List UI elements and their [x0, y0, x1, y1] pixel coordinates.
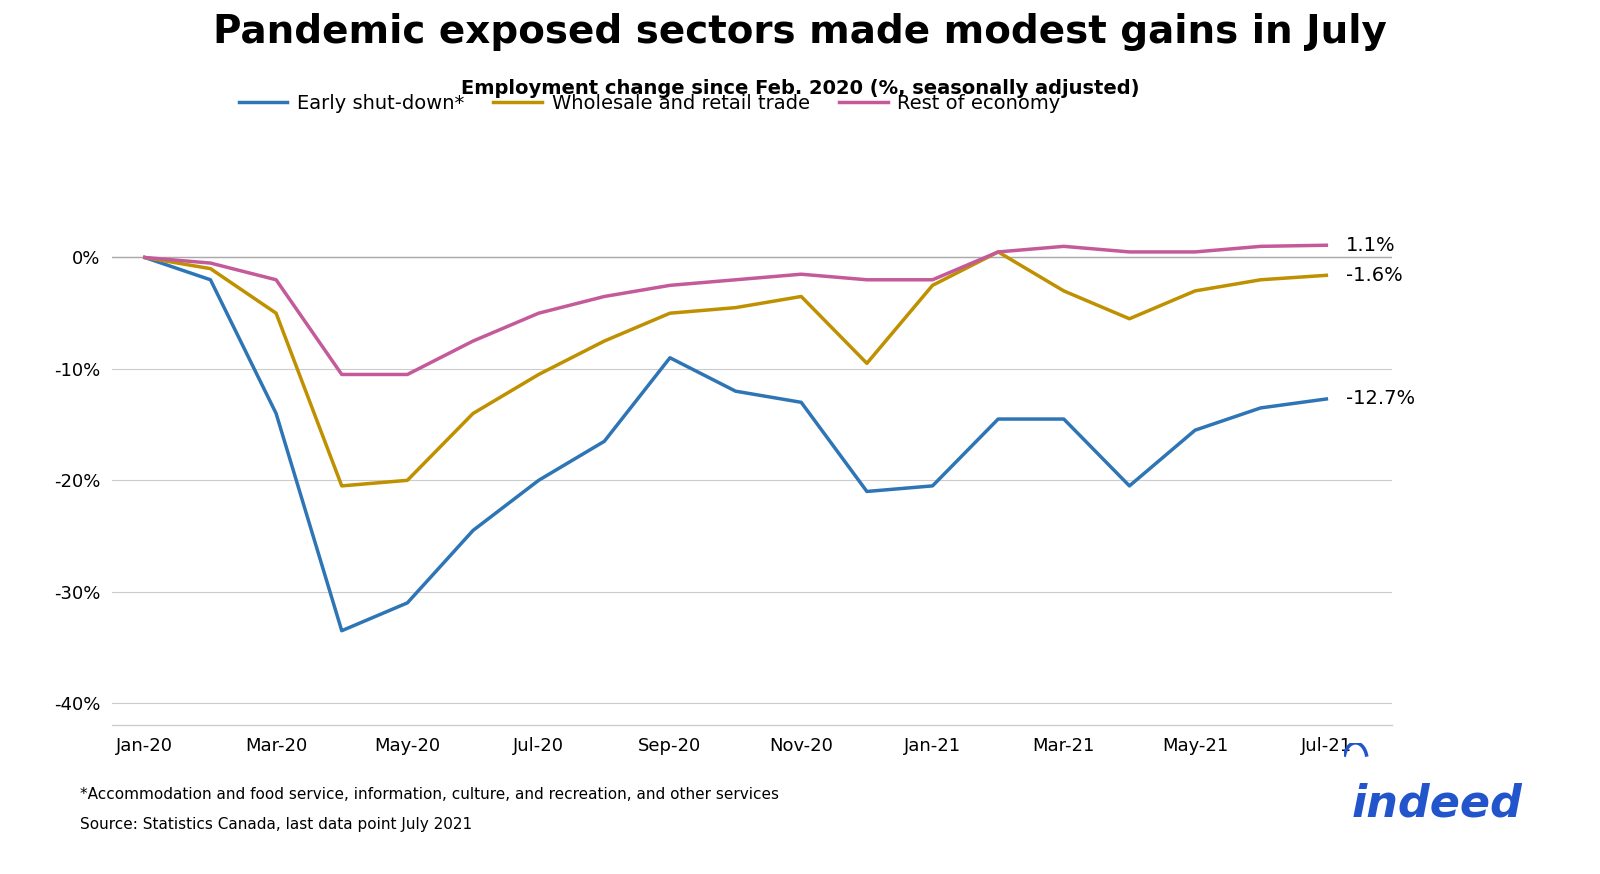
Text: 1.1%: 1.1%	[1346, 236, 1395, 254]
Text: -1.6%: -1.6%	[1346, 266, 1403, 285]
Text: indeed: indeed	[1352, 783, 1523, 826]
Text: -12.7%: -12.7%	[1346, 390, 1414, 408]
Legend: Early shut-down*, Wholesale and retail trade, Rest of economy: Early shut-down*, Wholesale and retail t…	[230, 87, 1069, 121]
Text: Pandemic exposed sectors made modest gains in July: Pandemic exposed sectors made modest gai…	[213, 13, 1387, 51]
Text: Source: Statistics Canada, last data point July 2021: Source: Statistics Canada, last data poi…	[80, 817, 472, 832]
Text: *Accommodation and food service, information, culture, and recreation, and other: *Accommodation and food service, informa…	[80, 787, 779, 801]
Text: Employment change since Feb. 2020 (%, seasonally adjusted): Employment change since Feb. 2020 (%, se…	[461, 79, 1139, 98]
